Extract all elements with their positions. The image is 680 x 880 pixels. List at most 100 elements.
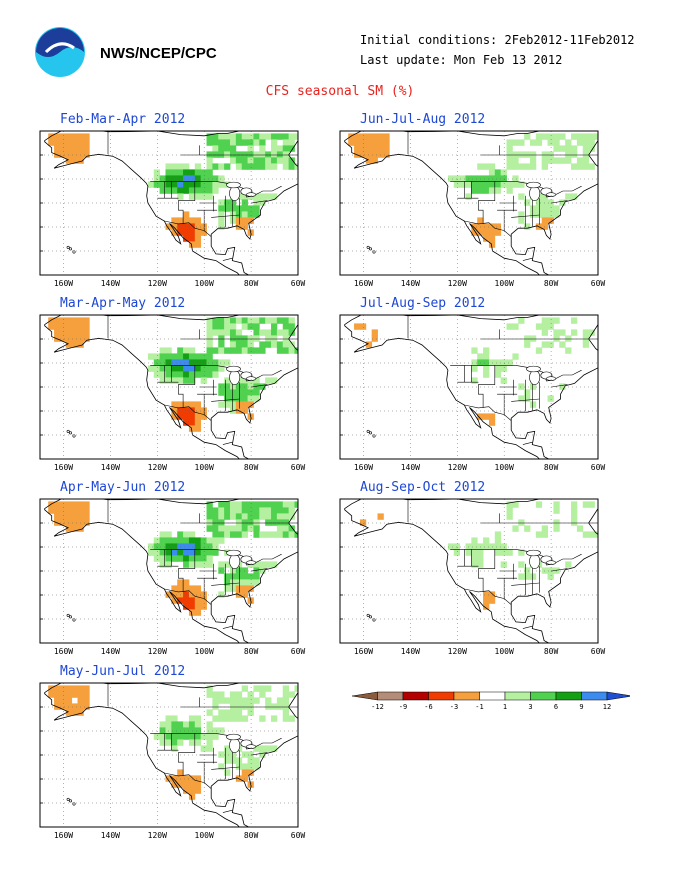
lon-label: 100W: [195, 279, 214, 288]
anomaly-cell: [541, 223, 548, 230]
anomaly-cell: [153, 175, 161, 182]
anomaly-cell: [183, 537, 190, 544]
anomaly-cell: [218, 211, 225, 218]
anomaly-cell: [235, 691, 243, 698]
anomaly-cell: [265, 501, 272, 508]
anomaly-cell: [547, 317, 554, 324]
anomaly-cell: [235, 573, 243, 580]
anomaly-cell: [571, 329, 578, 336]
anomaly-cell: [259, 151, 266, 158]
anomaly-cell: [535, 211, 543, 218]
anomaly-cell: [241, 211, 248, 218]
map-panel: Mar-Apr-May 201270N60N50N40N30N20N10N160…: [39, 296, 380, 486]
anomaly-cell: [377, 151, 384, 158]
anomaly-cell: [83, 139, 90, 146]
anomaly-cell: [241, 567, 248, 574]
anomaly-cell: [371, 145, 378, 152]
anomaly-cell: [206, 329, 213, 336]
anomaly-cell: [488, 241, 496, 248]
anomaly-cell: [177, 769, 184, 776]
anomaly-cell: [188, 365, 196, 372]
anomaly-cell: [188, 241, 196, 248]
anomaly-cell: [165, 223, 172, 230]
lon-label: 60W: [291, 647, 306, 656]
anomaly-cell: [65, 525, 73, 532]
anomaly-cell: [177, 739, 184, 746]
anomaly-cell: [194, 419, 202, 426]
anomaly-cell: [224, 389, 231, 396]
anomaly-cell: [253, 389, 260, 396]
anomaly-cell: [218, 151, 225, 158]
anomaly-cell: [212, 145, 219, 152]
anomaly-cell: [194, 597, 202, 604]
anomaly-cell: [229, 395, 237, 402]
lon-label: 80W: [244, 463, 259, 472]
anomaly-cell: [165, 163, 172, 170]
anomaly-cell: [218, 317, 225, 324]
anomaly-cell: [159, 739, 166, 746]
anomaly-cell: [553, 567, 560, 574]
anomaly-cell: [524, 335, 531, 342]
lon-label: 140W: [101, 831, 120, 840]
lon-label: 120W: [148, 647, 167, 656]
anomaly-cell: [271, 157, 278, 164]
anomaly-cell: [206, 175, 213, 182]
anomaly-cell: [541, 193, 548, 200]
anomaly-cell: [553, 205, 560, 212]
anomaly-cell: [206, 317, 213, 324]
anomaly-cell: [541, 317, 548, 324]
anomaly-cell: [483, 537, 490, 544]
great-lake: [529, 185, 541, 201]
anomaly-cell: [282, 715, 290, 722]
anomaly-cell: [259, 341, 266, 348]
anomaly-cell: [271, 703, 278, 710]
anomaly-cell: [177, 413, 184, 420]
anomaly-cell: [59, 323, 67, 330]
agency-name: NWS/NCEP/CPC: [100, 45, 217, 62]
anomaly-cell: [194, 217, 202, 224]
island: [366, 245, 370, 249]
anomaly-cell: [77, 151, 84, 158]
anomaly-cell: [235, 579, 243, 586]
anomaly-cell: [271, 377, 278, 384]
anomaly-cell: [594, 531, 598, 538]
anomaly-cell: [65, 519, 73, 526]
anomaly-cell: [276, 703, 284, 710]
anomaly-cell: [171, 377, 178, 384]
anomaly-cell: [465, 175, 472, 182]
anomaly-cell: [194, 603, 202, 610]
anomaly-cell: [229, 205, 237, 212]
anomaly-cell: [200, 413, 207, 420]
anomaly-cell: [524, 567, 531, 574]
coastline: [44, 131, 298, 275]
anomaly-cell: [247, 383, 254, 390]
anomaly-cell: [206, 187, 213, 194]
anomaly-cell: [271, 715, 278, 722]
anomaly-cell: [153, 353, 161, 360]
anomaly-cell: [159, 727, 166, 734]
anomaly-cell: [524, 389, 531, 396]
lon-label: 140W: [101, 647, 120, 656]
lon-label: 100W: [495, 647, 514, 656]
anomaly-cell: [229, 573, 237, 580]
anomaly-cell: [188, 193, 196, 200]
anomaly-cell: [483, 187, 490, 194]
anomaly-cell: [471, 347, 478, 354]
legend-label: 6: [554, 703, 558, 711]
anomaly-cell: [77, 513, 84, 520]
anomaly-cell: [188, 419, 196, 426]
anomaly-cell: [483, 365, 490, 372]
anomaly-cell: [165, 359, 172, 366]
anomaly-cell: [177, 549, 184, 556]
anomaly-cell: [171, 591, 178, 598]
anomaly-cell: [506, 145, 513, 152]
lon-label: 80W: [544, 279, 559, 288]
political-border: [222, 441, 233, 445]
anomaly-cell: [559, 133, 566, 140]
anomaly-cell: [383, 151, 390, 158]
anomaly-cell: [183, 543, 190, 550]
anomaly-cell: [253, 395, 260, 402]
anomaly-cell: [229, 199, 237, 206]
anomaly-cell: [200, 187, 207, 194]
anomaly-cell: [253, 163, 260, 170]
